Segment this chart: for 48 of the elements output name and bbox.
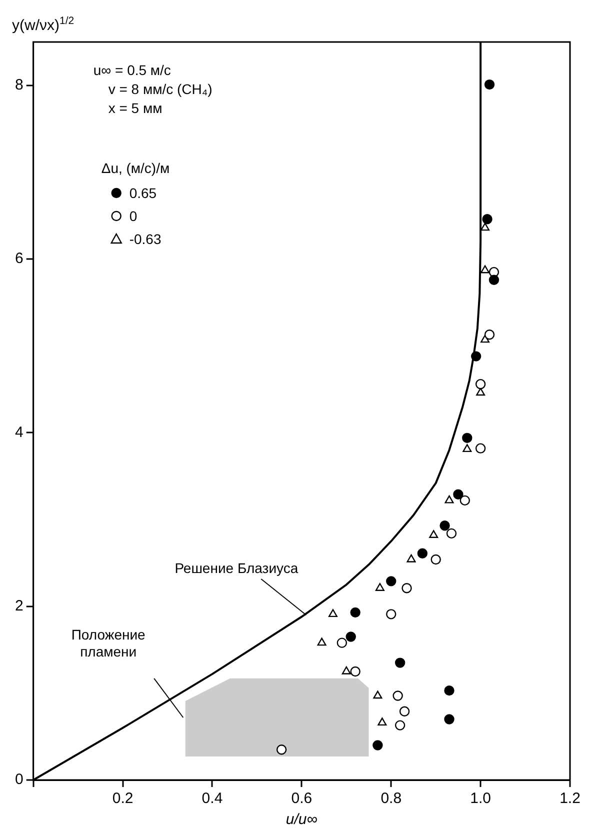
point <box>444 495 454 504</box>
annotation: Положение пламени <box>71 626 146 660</box>
point <box>444 685 454 696</box>
x-tick-label: 0.4 <box>202 790 223 808</box>
point <box>488 274 500 285</box>
point <box>429 530 438 538</box>
x-tick-label: 0.6 <box>291 790 312 808</box>
point <box>328 609 338 618</box>
point <box>394 658 406 668</box>
point <box>444 714 454 724</box>
annotation: u∞ = 0.5 м/с <box>93 62 171 78</box>
point <box>373 690 382 699</box>
legend-label: 0.65 <box>129 185 157 201</box>
point <box>462 444 472 452</box>
point <box>346 632 356 642</box>
point <box>378 718 387 726</box>
point <box>417 548 428 558</box>
x-tick-label: 0.2 <box>112 790 134 808</box>
point <box>276 744 287 755</box>
point <box>480 222 490 231</box>
x-tick-label: 1.0 <box>470 790 491 808</box>
y-tick-label: 6 <box>15 250 24 268</box>
point <box>462 432 472 444</box>
point <box>317 638 326 646</box>
point <box>480 265 490 274</box>
point <box>484 79 495 90</box>
point <box>375 583 384 591</box>
y-tick-label: 2 <box>15 597 24 614</box>
x-tick-label: 0.8 <box>380 790 402 808</box>
point <box>482 214 492 224</box>
point <box>386 576 396 586</box>
point <box>440 520 450 531</box>
legend-label: -0.63 <box>129 231 162 247</box>
legend-title: Δu, (м/с)/м <box>101 160 170 176</box>
y-tick-label: 8 <box>15 76 24 94</box>
annotation: x = 5 мм <box>108 100 162 116</box>
x-tick-label: 1.2 <box>560 790 580 808</box>
y-tick-label: 4 <box>15 424 24 441</box>
annotation: v = 8 мм/с (CH₄) <box>108 81 212 97</box>
point <box>453 489 464 500</box>
legend-label: 0 <box>129 208 138 224</box>
point <box>372 740 383 750</box>
point <box>406 554 416 562</box>
y-tick-label: 0 <box>15 771 24 788</box>
x-axis-title: u/u∞ <box>286 811 318 828</box>
annotation: Решение Блазиуса <box>174 560 298 576</box>
point <box>350 607 360 618</box>
point <box>342 666 351 674</box>
